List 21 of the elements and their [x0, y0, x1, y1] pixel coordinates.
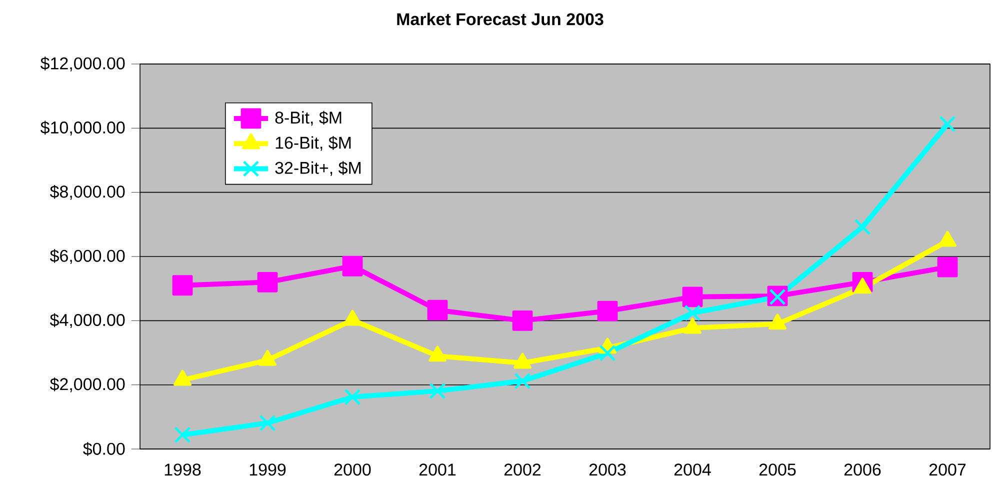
- x-tick-label: 1999: [250, 464, 286, 476]
- y-tick-label: $6,000.00: [50, 249, 125, 264]
- legend-label: 16-Bit, $M: [276, 136, 351, 151]
- x-tick-label: 1998: [164, 464, 201, 476]
- y-tick-label: $12,000.00: [40, 56, 125, 72]
- x-tick-label: 2007: [929, 464, 966, 476]
- x-tick-label: 2001: [419, 464, 456, 476]
- x-tick-label: 2006: [844, 464, 881, 476]
- chart-title: Market Forecast Jun 2003: [397, 12, 604, 26]
- legend-label: 32-Bit+, $M: [275, 161, 361, 176]
- legend-label: 8-Bit, $M: [275, 110, 342, 126]
- x-tick-label: 2005: [759, 464, 796, 476]
- y-tick-label: $2,000.00: [50, 377, 125, 392]
- x-tick-label: 2004: [674, 464, 711, 476]
- y-tick-label: $4,000.00: [50, 313, 125, 328]
- x-tick-label: 2000: [334, 464, 371, 476]
- x-tick-label: 2003: [589, 464, 626, 476]
- y-tick-label: $10,000.00: [40, 120, 125, 136]
- y-tick-label: $0.00: [83, 442, 125, 456]
- y-tick-label: $8,000.00: [50, 184, 125, 200]
- x-tick-label: 2002: [504, 464, 541, 476]
